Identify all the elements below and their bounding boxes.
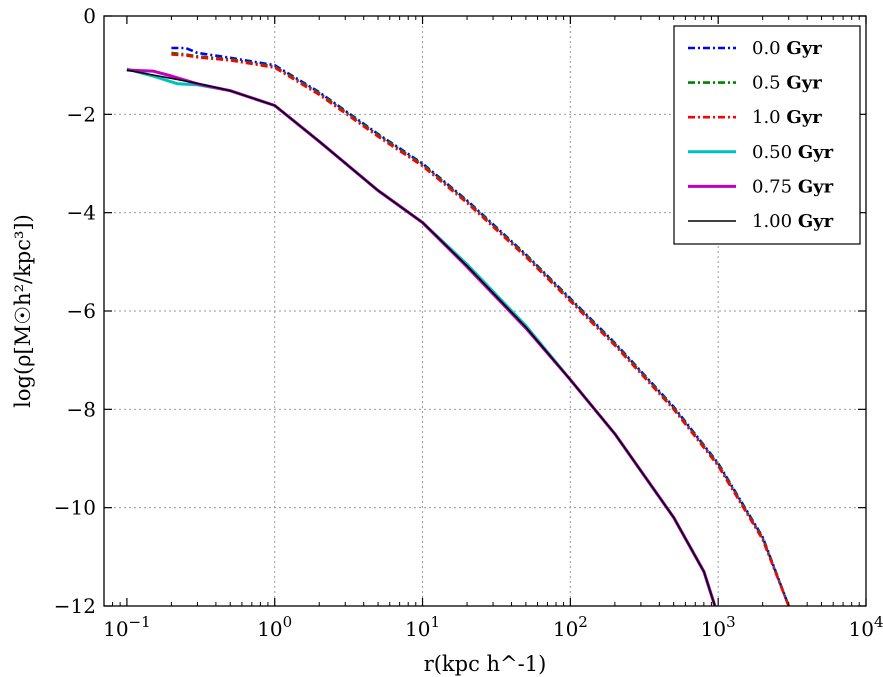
series-line-0-0-gyr xyxy=(171,46,790,607)
y-tick-label: −6 xyxy=(67,299,96,323)
legend-label: 0.50 Gyr xyxy=(752,142,834,163)
legend-label: 0.75 Gyr xyxy=(752,176,834,197)
y-tick-label: −12 xyxy=(54,594,96,618)
y-tick-label: −10 xyxy=(54,496,96,520)
series-line-0-5-gyr xyxy=(171,51,790,607)
grid xyxy=(104,16,866,606)
y-tick-label: −4 xyxy=(67,201,96,225)
series-line-1-0-gyr xyxy=(171,53,790,607)
x-tick-label: 10−1 xyxy=(103,613,151,641)
y-tick-label: 0 xyxy=(83,4,96,28)
legend: 0.0 Gyr 0.5 Gyr 1.0 Gyr 0.50 Gyr 0.75 Gyr 1.0… xyxy=(673,25,861,245)
y-axis-label: log(ρ[M☉h²/kpc³]) xyxy=(11,214,35,408)
y-tick-label: −2 xyxy=(67,102,96,126)
x-axis-label: r(kpc h^-1) xyxy=(424,652,547,676)
legend-label: 1.00 Gyr xyxy=(752,211,834,232)
x-tick-label: 101 xyxy=(405,613,440,641)
x-tick-label: 102 xyxy=(553,613,588,641)
series-lines xyxy=(126,46,790,607)
legend-box xyxy=(673,25,861,245)
axis-ticks: 10−1 100 101 102 103 104 0 −2 −4 −6 −8 −10 −12 xyxy=(54,4,883,641)
x-tick-label: 103 xyxy=(701,613,736,641)
legend-label: 1.0 Gyr xyxy=(752,107,822,128)
x-tick-label: 104 xyxy=(849,613,883,641)
y-tick-label: −8 xyxy=(67,397,96,421)
legend-label: 0.5 Gyr xyxy=(752,73,822,94)
x-tick-label: 100 xyxy=(257,613,292,641)
legend-label: 0.0 Gyr xyxy=(752,38,822,59)
series-line-1-00-gyr xyxy=(126,69,716,607)
